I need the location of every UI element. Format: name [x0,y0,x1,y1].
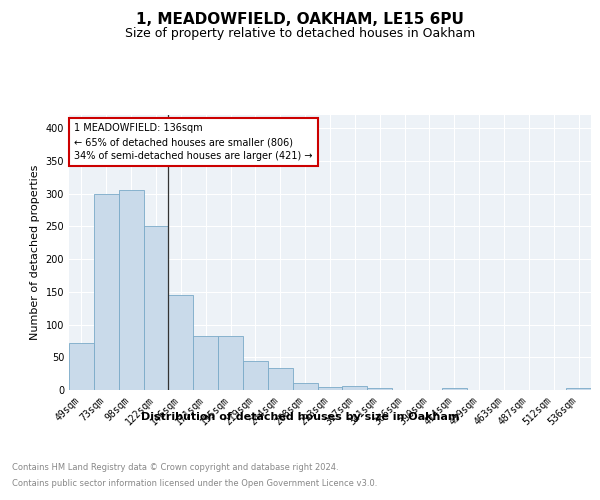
Text: 1, MEADOWFIELD, OAKHAM, LE15 6PU: 1, MEADOWFIELD, OAKHAM, LE15 6PU [136,12,464,28]
Bar [69,343,94,390]
Bar [119,190,143,390]
Bar [566,388,591,390]
Bar [293,384,317,390]
Y-axis label: Number of detached properties: Number of detached properties [30,165,40,340]
Bar [143,226,169,390]
Bar [218,336,243,390]
Bar [193,336,218,390]
Bar [94,194,119,390]
Bar [343,386,367,390]
Text: Distribution of detached houses by size in Oakham: Distribution of detached houses by size … [141,412,459,422]
Text: Size of property relative to detached houses in Oakham: Size of property relative to detached ho… [125,28,475,40]
Bar [243,360,268,390]
Bar [169,295,193,390]
Text: Contains HM Land Registry data © Crown copyright and database right 2024.: Contains HM Land Registry data © Crown c… [12,462,338,471]
Bar [268,368,293,390]
Bar [317,386,343,390]
Text: Contains public sector information licensed under the Open Government Licence v3: Contains public sector information licen… [12,479,377,488]
Bar [367,388,392,390]
Bar [442,388,467,390]
Text: 1 MEADOWFIELD: 136sqm
← 65% of detached houses are smaller (806)
34% of semi-det: 1 MEADOWFIELD: 136sqm ← 65% of detached … [74,123,313,161]
